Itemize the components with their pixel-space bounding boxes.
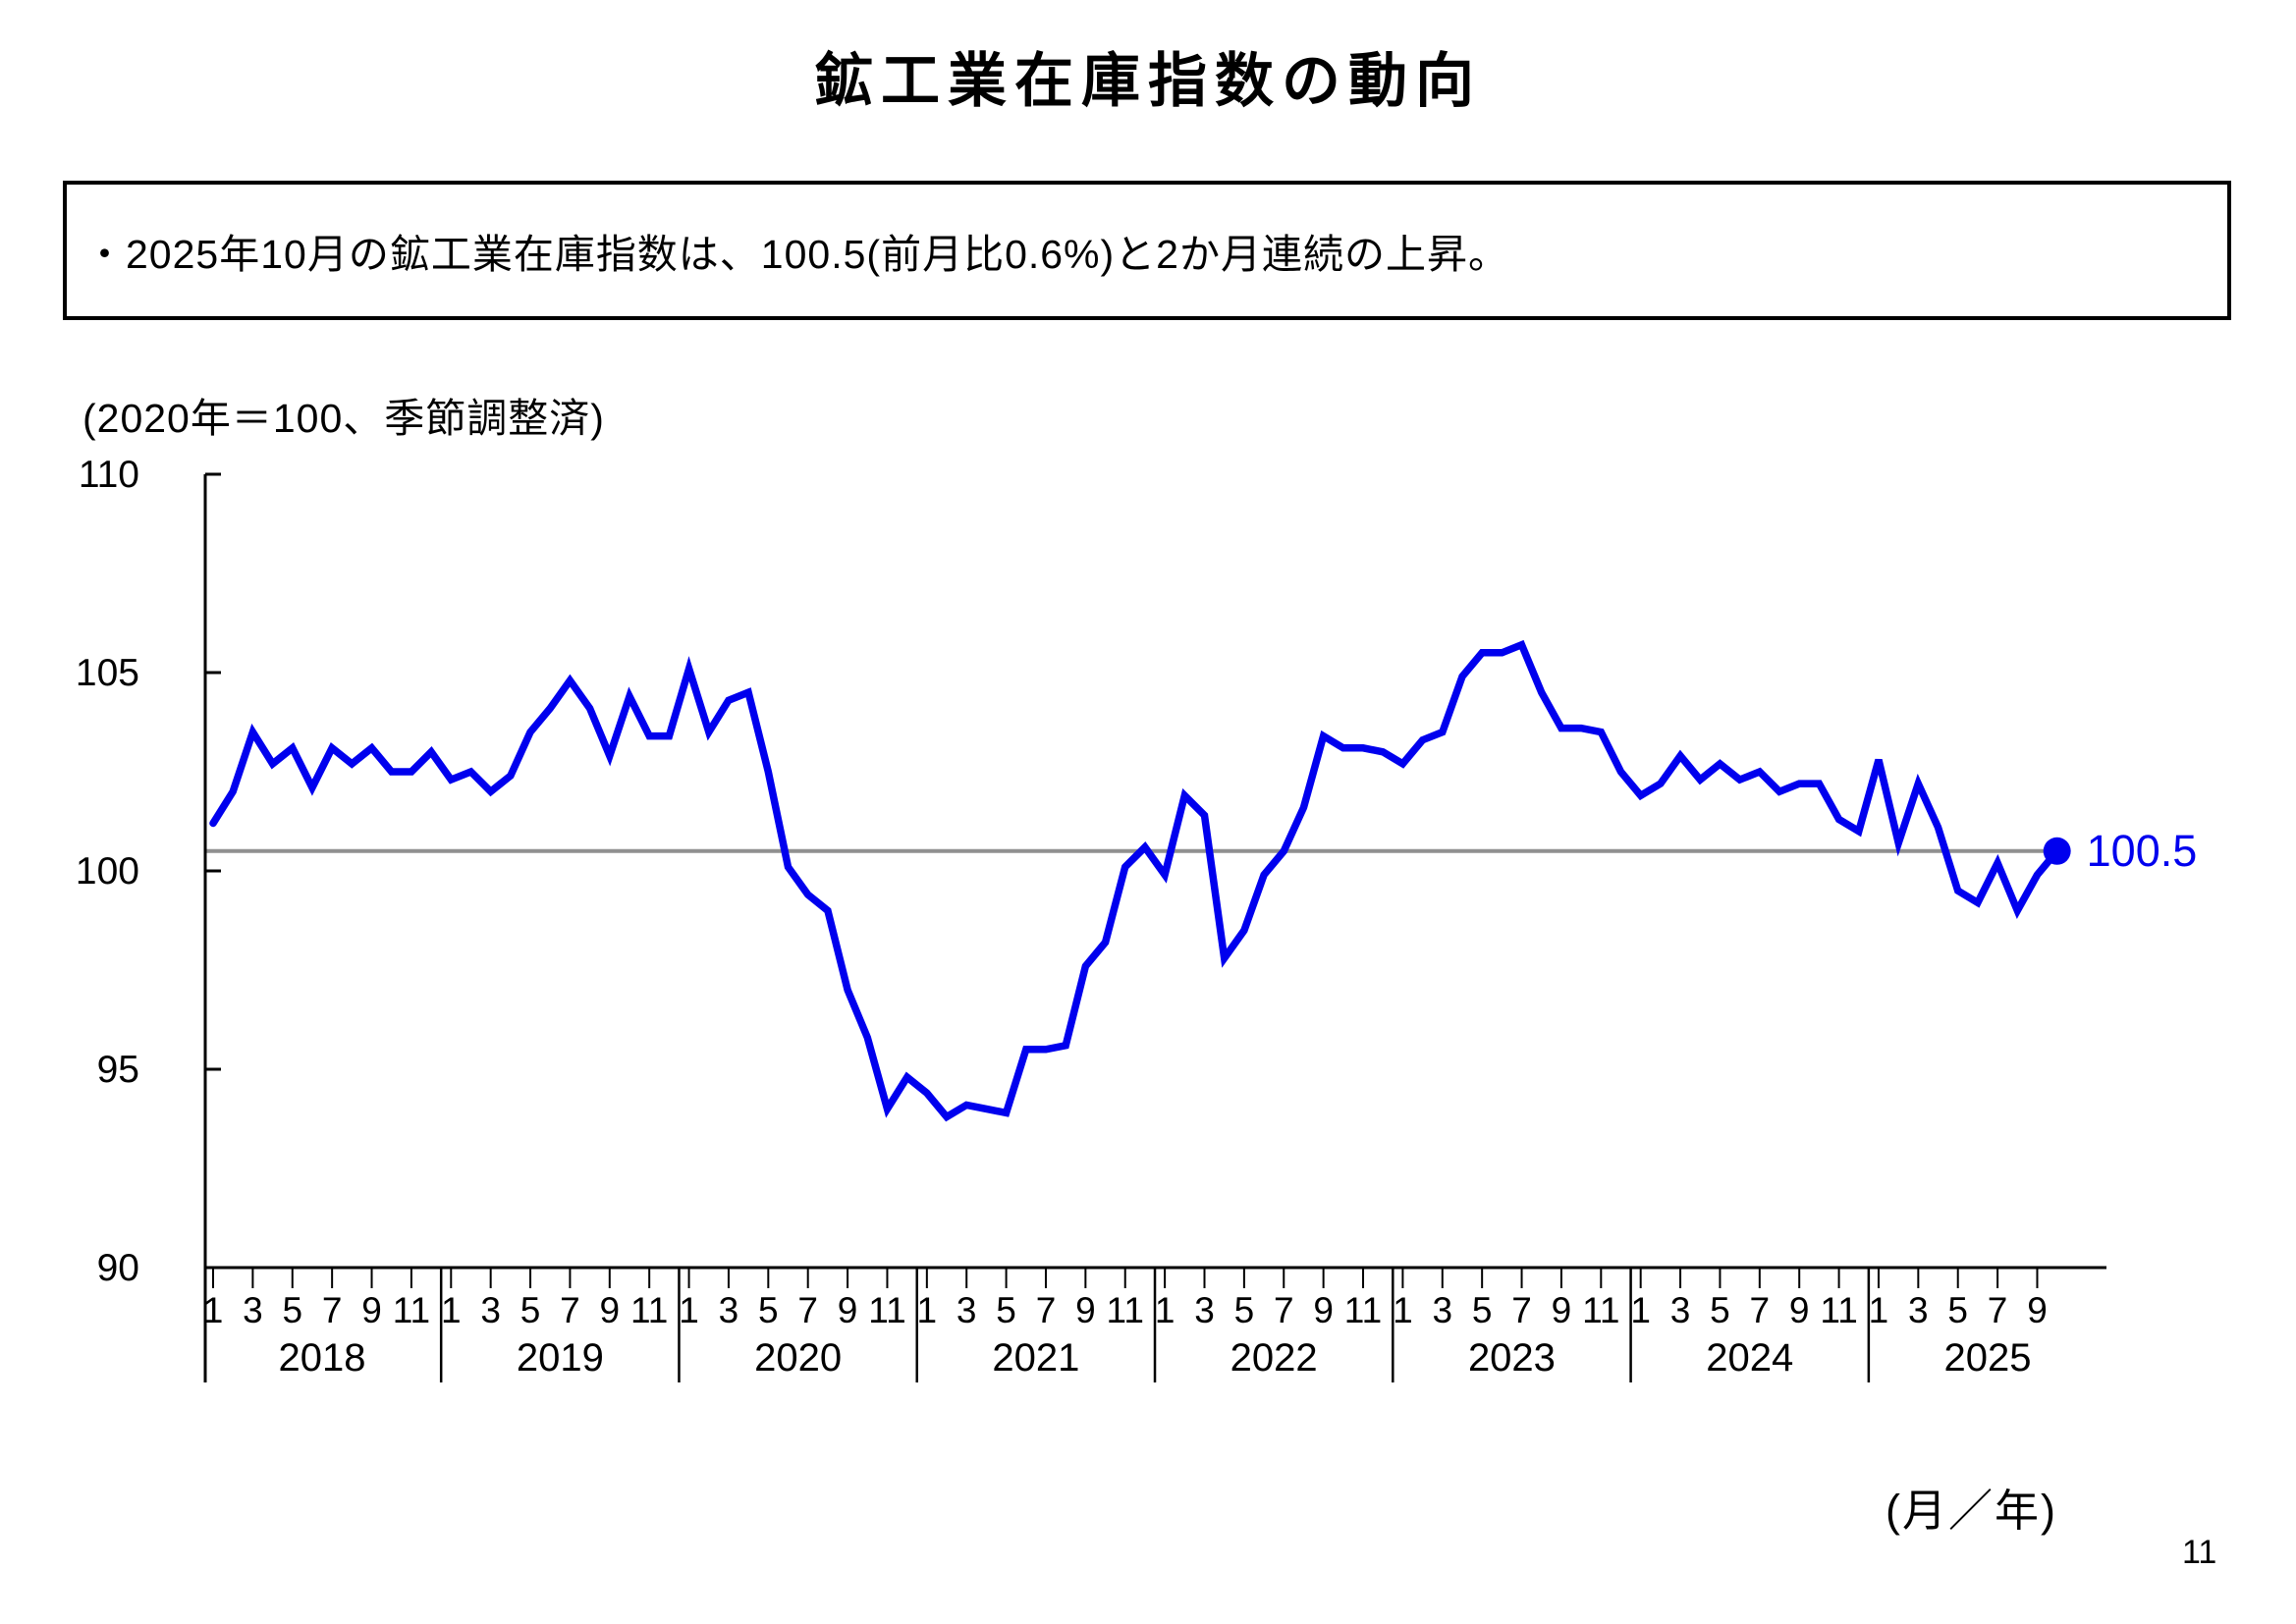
index-series-line <box>209 639 2061 1122</box>
month-tick-label: 3 <box>957 1290 977 1330</box>
year-label: 2022 <box>1230 1336 1318 1380</box>
month-tick-label: 1 <box>1393 1290 1413 1330</box>
chart-unit-note: (2020年＝100、季節調整済) <box>82 396 605 441</box>
month-tick-label: 9 <box>1075 1290 1096 1330</box>
month-tick-label: 11 <box>393 1290 430 1330</box>
month-tick-label: 5 <box>1472 1290 1493 1330</box>
month-tick-label: 9 <box>838 1290 858 1330</box>
month-tick-label: 3 <box>1670 1290 1691 1330</box>
month-tick-label: 11 <box>1582 1290 1619 1330</box>
month-tick-label: 3 <box>1194 1290 1215 1330</box>
year-label: 2025 <box>1944 1336 2032 1380</box>
month-tick-label: 9 <box>2027 1290 2048 1330</box>
month-tick-label: 7 <box>1750 1290 1771 1330</box>
month-tick-label: 9 <box>361 1290 382 1330</box>
month-tick-label: 11 <box>630 1290 668 1330</box>
month-tick-label: 7 <box>1036 1290 1057 1330</box>
month-tick-label: 1 <box>203 1290 224 1330</box>
year-label: 2018 <box>279 1336 366 1380</box>
month-tick-label: 5 <box>520 1290 541 1330</box>
y-tick-label: 105 <box>76 652 139 694</box>
month-tick-label: 9 <box>1552 1290 1572 1330</box>
summary-text: ・2025年10月の鉱工業在庫指数は、100.5(前月比0.6%)と2か月連続の… <box>84 232 1509 277</box>
month-tick-label: 1 <box>1155 1290 1175 1330</box>
page-number: 11 <box>2182 1534 2217 1571</box>
x-axis-note: (月／年) <box>1886 1486 2057 1536</box>
y-tick-label: 95 <box>97 1049 139 1091</box>
y-tick-label: 110 <box>79 454 139 496</box>
month-tick-label: 9 <box>600 1290 621 1330</box>
month-tick-label: 5 <box>758 1290 779 1330</box>
month-tick-label: 9 <box>1789 1290 1810 1330</box>
month-tick-label: 3 <box>480 1290 501 1330</box>
month-tick-label: 7 <box>797 1290 818 1330</box>
month-tick-label: 3 <box>719 1290 739 1330</box>
year-label: 2020 <box>754 1336 842 1380</box>
month-tick-label: 7 <box>322 1290 343 1330</box>
month-tick-label: 5 <box>1234 1290 1255 1330</box>
year-label: 2023 <box>1468 1336 1556 1380</box>
month-tick-label: 11 <box>1820 1290 1857 1330</box>
year-label: 2019 <box>517 1336 604 1380</box>
month-tick-label: 3 <box>1432 1290 1452 1330</box>
summary-box: ・2025年10月の鉱工業在庫指数は、100.5(前月比0.6%)と2か月連続の… <box>63 181 2231 320</box>
y-tick-label: 100 <box>76 850 139 893</box>
month-tick-label: 7 <box>1988 1290 2008 1330</box>
month-tick-label: 5 <box>282 1290 302 1330</box>
month-tick-label: 1 <box>441 1290 462 1330</box>
month-tick-label: 5 <box>996 1290 1016 1330</box>
month-tick-label: 7 <box>1511 1290 1532 1330</box>
month-tick-label: 1 <box>679 1290 699 1330</box>
year-label: 2024 <box>1706 1336 1793 1380</box>
month-tick-label: 5 <box>1710 1290 1730 1330</box>
month-tick-label: 1 <box>1630 1290 1651 1330</box>
month-tick-label: 3 <box>243 1290 263 1330</box>
latest-value-label: 100.5 <box>2087 826 2198 876</box>
month-tick-label: 11 <box>868 1290 905 1330</box>
month-tick-label: 11 <box>1107 1290 1144 1330</box>
year-label: 2021 <box>992 1336 1079 1380</box>
month-tick-label: 1 <box>917 1290 938 1330</box>
month-tick-label: 7 <box>1274 1290 1294 1330</box>
latest-point-marker <box>2043 837 2071 865</box>
month-tick-label: 5 <box>1947 1290 1968 1330</box>
month-tick-label: 1 <box>1869 1290 1889 1330</box>
y-tick-label: 90 <box>97 1247 139 1289</box>
month-tick-label: 3 <box>1908 1290 1929 1330</box>
month-tick-label: 11 <box>1344 1290 1382 1330</box>
page-title: 鉱工業在庫指数の動向 <box>814 48 1482 114</box>
month-tick-label: 7 <box>560 1290 580 1330</box>
month-tick-label: 9 <box>1313 1290 1334 1330</box>
